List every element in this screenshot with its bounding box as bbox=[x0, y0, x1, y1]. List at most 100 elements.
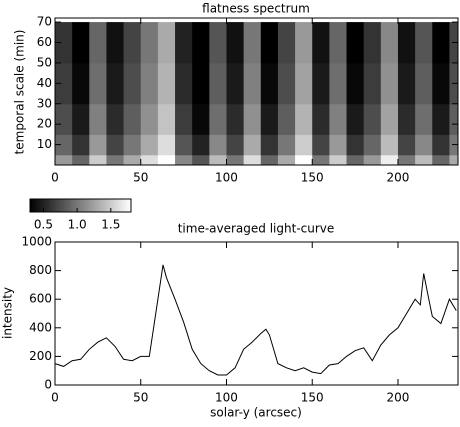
heat-cell bbox=[380, 103, 399, 135]
heat-cell bbox=[123, 62, 142, 105]
heat-cell bbox=[329, 134, 348, 156]
colorbar-step bbox=[32, 199, 35, 212]
heat-cell bbox=[55, 134, 73, 156]
heat-cell bbox=[243, 22, 262, 64]
colorbar-step bbox=[122, 199, 126, 212]
heat-cell bbox=[175, 103, 193, 135]
colorbar-step bbox=[48, 199, 51, 212]
heat-cell bbox=[243, 103, 262, 135]
heat-cell bbox=[55, 103, 73, 135]
colorbar-step bbox=[36, 199, 39, 212]
colorbar-step bbox=[80, 199, 84, 212]
heat-cell bbox=[157, 22, 176, 64]
colorbar-step bbox=[94, 199, 98, 212]
heat-cell bbox=[346, 22, 365, 64]
heat-cell bbox=[175, 22, 193, 64]
line-y-label: intensity bbox=[1, 287, 15, 339]
heat-cell bbox=[329, 62, 348, 105]
heat-cell bbox=[295, 154, 313, 166]
colorbar-step bbox=[96, 199, 100, 212]
colorbar-step bbox=[74, 199, 77, 212]
colorbar-step bbox=[42, 199, 45, 212]
heat-cell bbox=[140, 103, 159, 135]
heat-cell bbox=[89, 62, 107, 105]
heat-cell bbox=[140, 22, 159, 64]
heat-cell bbox=[226, 62, 245, 105]
heat-cell bbox=[449, 103, 459, 135]
colorbar-step bbox=[34, 199, 37, 212]
heat-cell bbox=[260, 134, 279, 156]
heat-cell bbox=[175, 134, 193, 156]
heat-cell bbox=[260, 103, 279, 135]
x-tick-label: 150 bbox=[301, 171, 324, 185]
colorbar-step bbox=[114, 199, 118, 212]
heat-cell bbox=[226, 22, 245, 64]
plot-frame bbox=[54, 241, 459, 386]
colorbar-step bbox=[50, 199, 53, 212]
heat-cell bbox=[157, 154, 176, 166]
colorbar-step bbox=[46, 199, 49, 212]
heat-cell bbox=[72, 154, 90, 166]
heat-cell bbox=[380, 154, 399, 166]
colorbar-step bbox=[72, 199, 75, 212]
heat-cell bbox=[432, 103, 450, 135]
colorbar-step bbox=[66, 199, 69, 212]
heat-cell bbox=[209, 154, 227, 166]
y-tick-label: 20 bbox=[37, 117, 52, 131]
y-tick-label: 600 bbox=[29, 292, 52, 306]
y-tick-label: 50 bbox=[37, 55, 52, 69]
x-tick-label: 200 bbox=[387, 391, 410, 405]
heat-cell bbox=[140, 154, 159, 166]
x-tick-label: 50 bbox=[133, 391, 148, 405]
heat-cell bbox=[72, 22, 90, 64]
heat-cell bbox=[106, 22, 125, 64]
heat-cell bbox=[397, 62, 416, 105]
heat-cell bbox=[157, 62, 176, 105]
y-tick-label: 60 bbox=[37, 35, 52, 49]
colorbar-step bbox=[110, 199, 114, 212]
heat-cell bbox=[55, 62, 73, 105]
heat-cell bbox=[123, 134, 142, 156]
heat-cell bbox=[346, 154, 365, 166]
heatmap-title: flatness spectrum bbox=[202, 2, 310, 16]
heat-cell bbox=[397, 154, 416, 166]
heat-cell bbox=[123, 22, 142, 64]
y-tick-label: 40 bbox=[37, 76, 52, 90]
heat-cell bbox=[55, 154, 73, 166]
colorbar-step bbox=[70, 199, 73, 212]
colorbar-step bbox=[68, 199, 71, 212]
heat-cell bbox=[260, 62, 279, 105]
colorbar-step bbox=[58, 199, 61, 212]
heat-cell bbox=[312, 103, 330, 135]
x-tick-label: 200 bbox=[387, 171, 410, 185]
colorbar-step bbox=[78, 199, 81, 212]
heat-cell bbox=[72, 62, 90, 105]
heat-cell bbox=[363, 62, 382, 105]
colorbar-step bbox=[112, 199, 116, 212]
heat-cell bbox=[209, 62, 227, 105]
colorbar-step bbox=[76, 199, 79, 212]
heat-cell bbox=[140, 134, 159, 156]
heat-cell bbox=[123, 103, 142, 135]
heat-cell bbox=[277, 22, 296, 64]
colorbar-step bbox=[38, 199, 41, 212]
colorbar-step bbox=[82, 199, 86, 212]
colorbar-step bbox=[104, 199, 108, 212]
heat-cell bbox=[226, 134, 245, 156]
x-tick-label: 0 bbox=[51, 171, 59, 185]
heat-cell bbox=[123, 154, 142, 166]
heat-cell bbox=[140, 62, 159, 105]
heat-cell bbox=[312, 62, 330, 105]
heat-cell bbox=[72, 103, 90, 135]
heat-cell bbox=[432, 154, 450, 166]
heat-cell bbox=[363, 154, 382, 166]
colorbar-step bbox=[52, 199, 55, 212]
colorbar-step bbox=[86, 199, 90, 212]
colorbar-step bbox=[116, 199, 120, 212]
colorbar-step bbox=[98, 199, 102, 212]
y-tick-label: 70 bbox=[37, 15, 52, 29]
heat-cell bbox=[415, 103, 433, 135]
heat-cell bbox=[175, 154, 193, 166]
colorbar-step bbox=[30, 199, 33, 212]
